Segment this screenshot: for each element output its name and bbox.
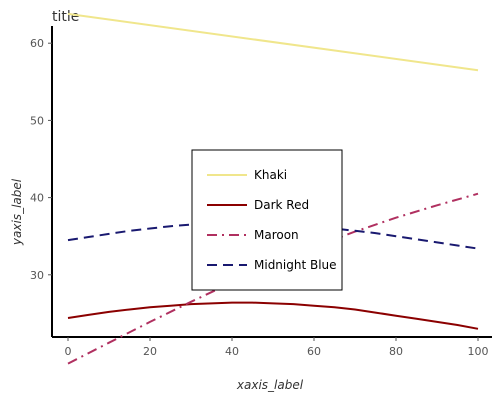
legend-box bbox=[191, 149, 343, 291]
x-tick-label: 80 bbox=[389, 345, 403, 358]
chart-title: title bbox=[52, 9, 79, 25]
legend-label: Maroon bbox=[254, 228, 299, 242]
legend-label: Khaki bbox=[254, 168, 287, 182]
x-axis-label: xaxis_label bbox=[236, 378, 304, 392]
legend-label: Dark Red bbox=[254, 198, 309, 212]
x-tick-label: 0 bbox=[65, 345, 72, 358]
x-tick-label: 100 bbox=[468, 345, 489, 358]
x-tick-label: 40 bbox=[225, 345, 239, 358]
x-tick-label: 20 bbox=[143, 345, 157, 358]
y-tick-label: 30 bbox=[30, 269, 44, 282]
y-axis-label: yaxis_label bbox=[10, 178, 24, 246]
axes: 0 20 40 60 80 100 30 40 50 60 bbox=[30, 26, 492, 358]
legend: Khaki Dark Red Maroon Midnight Blue bbox=[191, 149, 343, 291]
x-tick-label: 60 bbox=[307, 345, 321, 358]
y-tick-label: 60 bbox=[30, 37, 44, 50]
legend-label: Midnight Blue bbox=[254, 258, 337, 272]
series-line-khaki bbox=[67, 12, 479, 72]
series-line-dark-red bbox=[67, 301, 479, 330]
y-tick-label: 50 bbox=[30, 114, 44, 127]
y-tick-label: 40 bbox=[30, 192, 44, 205]
series-line-midnight-blue bbox=[67, 222, 479, 250]
